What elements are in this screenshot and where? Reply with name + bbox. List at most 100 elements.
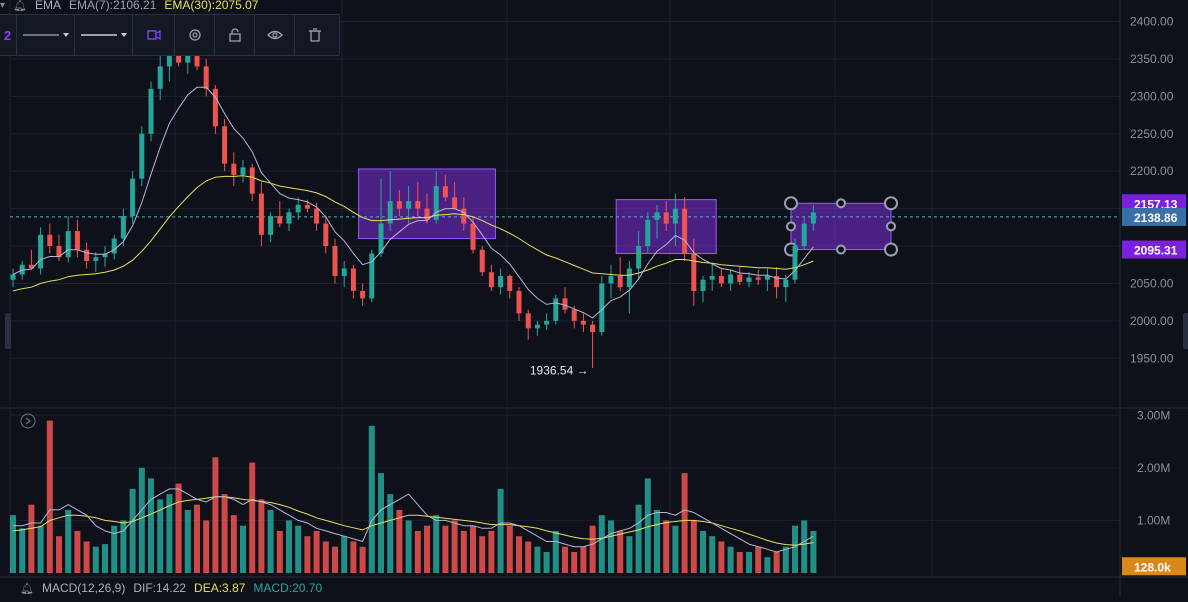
volume-bar (589, 525, 596, 573)
volume-bar (433, 515, 440, 573)
lock-icon[interactable] (215, 15, 255, 55)
volume-bar (460, 530, 467, 573)
dea-value: DEA:3.87 (194, 581, 246, 595)
resize-handle[interactable] (784, 196, 798, 211)
volume-bar (138, 467, 145, 573)
resize-handle[interactable] (836, 244, 846, 255)
volume-bar (313, 530, 320, 573)
volume-bar (414, 530, 421, 573)
candle-body (636, 246, 642, 269)
candle-body (525, 313, 531, 329)
price-axis-tick-label: 2000.00 (1130, 314, 1174, 328)
candle-body (323, 223, 329, 247)
color-icon[interactable] (133, 15, 175, 55)
bell-icon[interactable]: 🔔︎ (20, 582, 34, 595)
candle-body (166, 51, 172, 67)
macd-value: MACD:20.70 (253, 581, 323, 595)
volume-bar (424, 525, 430, 573)
resize-handle[interactable] (884, 196, 898, 211)
volume-bar (10, 515, 16, 573)
candle-body (479, 249, 485, 273)
volume-bar (654, 509, 660, 573)
volume-ma-long-line (12, 496, 814, 546)
volume-bar (46, 420, 53, 573)
volume-bar (129, 488, 136, 573)
volume-bar (148, 478, 154, 573)
volume-bar (451, 520, 458, 573)
volume-bar (635, 504, 642, 573)
candle-body (626, 268, 632, 288)
color-swatch-icon[interactable]: 2 (0, 15, 17, 55)
candle-body (350, 268, 356, 291)
chevron-down-icon[interactable]: ▾ (0, 0, 6, 11)
volume-axis-tick-label: 1.00M (1137, 513, 1170, 527)
candle-body (47, 234, 53, 247)
resize-handle[interactable] (886, 221, 896, 232)
candle-body (341, 268, 347, 276)
volume-bar (120, 520, 127, 573)
candle-body (396, 201, 402, 209)
candle-body (452, 197, 458, 209)
line-style-icon[interactable] (17, 15, 75, 55)
upper-price-badge: 2157.13 (1134, 197, 1178, 211)
trash-icon[interactable] (295, 15, 335, 55)
resize-handle[interactable] (884, 242, 898, 257)
candle-body (442, 186, 448, 198)
volume-bar (663, 520, 670, 573)
volume-bar (258, 499, 265, 573)
candle-body (387, 201, 393, 224)
price-axis-tick-label: 2350.00 (1130, 52, 1174, 66)
macd-legend: 🔔︎ MACD(12,26,9) DIF:14.22 DEA:3.87 MACD… (20, 580, 322, 596)
candle-body (783, 279, 789, 288)
candle-body (65, 231, 71, 258)
collapse-pane-icon[interactable] (20, 413, 36, 429)
volume-bar (286, 520, 292, 573)
volume-bar (782, 546, 789, 573)
volume-bar (221, 494, 228, 573)
volume-bar (801, 520, 808, 573)
volume-bar (792, 525, 798, 573)
line-width-icon[interactable] (75, 15, 133, 55)
drawing-toolbar: 2 (0, 14, 340, 56)
candle-body (470, 223, 476, 250)
candle-body (507, 275, 513, 291)
volume-bar (194, 504, 200, 573)
eye-icon[interactable] (255, 15, 295, 55)
bell-icon[interactable]: 🔔︎ (13, 0, 27, 12)
volume-bar (497, 488, 504, 573)
volume-bar (240, 525, 246, 573)
candle-body (268, 216, 274, 235)
volume-bar (709, 536, 716, 573)
volume-bar (700, 530, 706, 573)
candle-body (498, 275, 504, 288)
candle-body (663, 212, 669, 224)
candle-body (801, 223, 807, 247)
volume-bar (525, 541, 532, 573)
volume-bar (608, 520, 614, 573)
right-side-handle[interactable] (1183, 313, 1188, 349)
candle-body (562, 298, 568, 310)
ema30-line (12, 175, 814, 292)
volume-bar (184, 509, 191, 573)
candle-body (774, 275, 780, 288)
volume-bar (92, 546, 99, 573)
candle-body (682, 208, 688, 254)
volume-bar (727, 546, 734, 573)
settings-icon[interactable] (175, 15, 215, 55)
resize-handle[interactable] (836, 198, 846, 209)
volume-bar (203, 520, 210, 573)
volume-bar (562, 546, 568, 573)
volume-bar (65, 509, 72, 573)
candle-body (617, 275, 623, 288)
candle-body (286, 212, 292, 224)
volume-bar (387, 494, 394, 573)
volume-bar (598, 515, 605, 573)
volume-bar (506, 525, 513, 573)
resize-handle[interactable] (786, 221, 796, 232)
candle-body (590, 324, 596, 333)
volume-bar (626, 536, 633, 573)
left-side-handle[interactable] (5, 313, 11, 349)
volume-bar (350, 541, 357, 573)
chevron-right-icon[interactable] (25, 417, 31, 425)
volume-bar (83, 541, 90, 573)
